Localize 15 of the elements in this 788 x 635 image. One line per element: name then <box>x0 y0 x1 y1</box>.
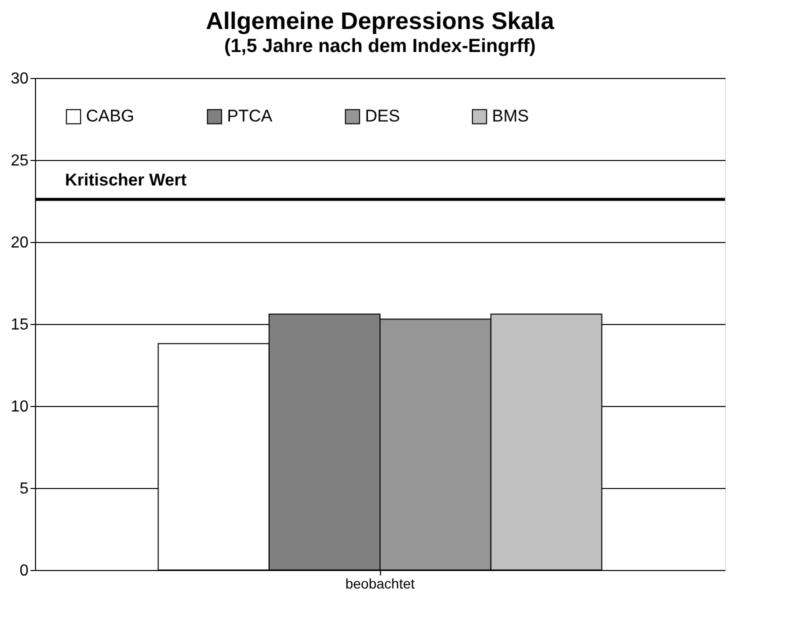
legend-label: DES <box>365 106 400 126</box>
chart-subtitle: (1,5 Jahre nach dem Index-Eingrff) <box>224 36 536 57</box>
y-tick-label: 25 <box>10 152 29 170</box>
legend-label: CABG <box>86 106 134 126</box>
legend-label: BMS <box>492 106 529 126</box>
y-tick-label: 10 <box>10 398 29 416</box>
y-tick-label: 15 <box>10 316 29 334</box>
chart-title: Allgemeine Depressions Skala <box>206 8 555 35</box>
x-tick-label: beobachtet <box>345 576 415 592</box>
y-tick-label: 5 <box>20 480 29 498</box>
y-tick-label: 20 <box>10 234 29 252</box>
y-tick-label: 0 <box>20 562 29 580</box>
legend-label: PTCA <box>227 106 273 126</box>
ref-line-label: Kritischer Wert <box>65 170 187 190</box>
y-tick-label: 30 <box>10 70 29 88</box>
